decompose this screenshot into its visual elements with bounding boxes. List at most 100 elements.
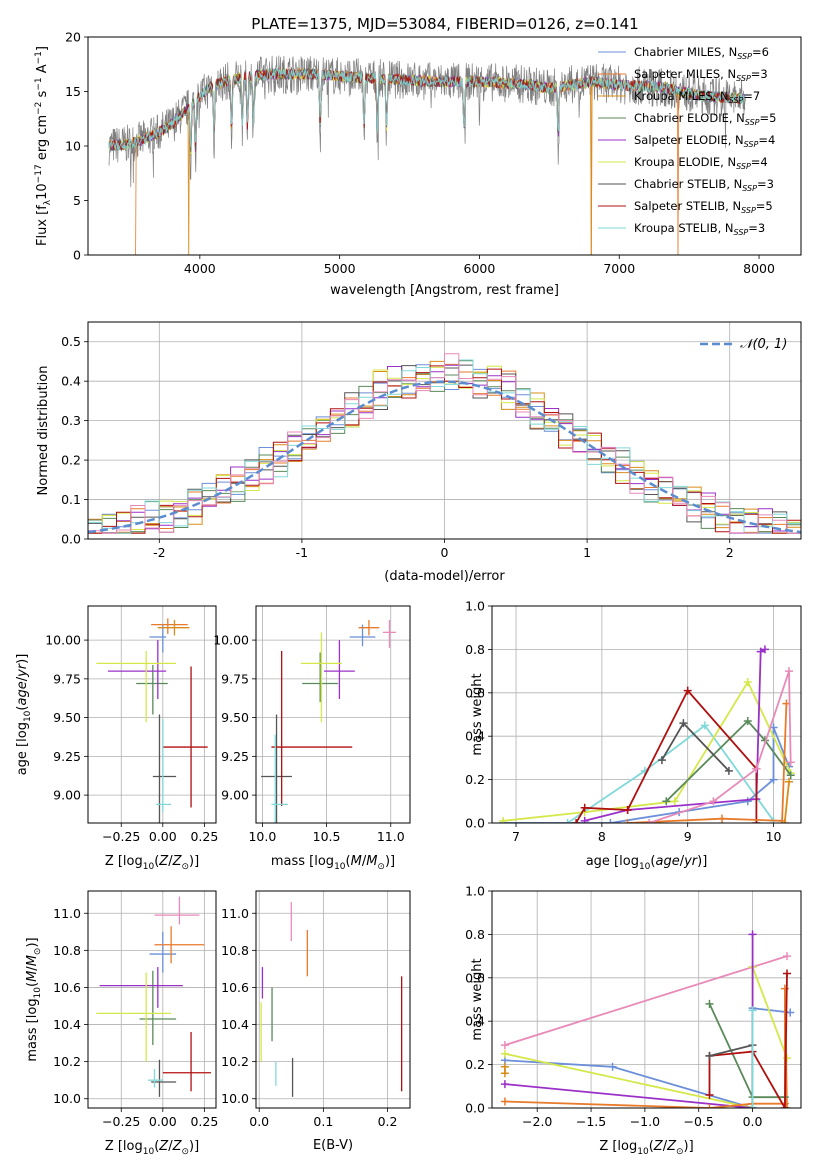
plus-marker xyxy=(748,1104,757,1108)
weight-line xyxy=(504,1007,791,1108)
histogram-pink xyxy=(88,353,801,534)
x-tick-label: −1.5 xyxy=(576,1114,606,1129)
legend-label: Salpeter MILES, NSSP=3 xyxy=(634,67,768,83)
plus-marker xyxy=(709,797,718,806)
x-tick-label: −0.25 xyxy=(102,1114,140,1129)
x-tick-label: −0.5 xyxy=(684,1114,714,1129)
x-tick-label: −1.0 xyxy=(630,1114,660,1129)
x-tick-label: 0.25 xyxy=(190,829,218,844)
y-tick-label: 0.2 xyxy=(465,772,485,787)
plus-marker xyxy=(670,797,679,806)
y-tick-label: 10 xyxy=(65,139,81,154)
y-tick-label: 10.8 xyxy=(221,943,249,958)
y-tick-label: 10.2 xyxy=(221,1054,249,1069)
plus-marker xyxy=(783,952,792,961)
x-tick-label: 5000 xyxy=(324,261,356,276)
y-tick-label: 10.0 xyxy=(53,1091,81,1106)
mass-vs-metallicity-panel: −0.25 0.00 0.25 10.0 10.2 10.4 10.6 10.8 11.0 Z [… xyxy=(25,890,218,1157)
x-tick-label: 6000 xyxy=(464,261,496,276)
plus-marker xyxy=(743,717,752,726)
axes-frame xyxy=(255,605,411,824)
legend-label: Chabrier MILES, NSSP=6 xyxy=(634,45,769,61)
y-tick-label: 9.75 xyxy=(53,671,81,686)
axes-frame xyxy=(87,321,802,540)
x-tick-label: 10 xyxy=(766,829,782,844)
y-tick-label: 10.00 xyxy=(213,633,249,648)
spectrum-panel: 4000 5000 6000 7000 8000 0 5 10 15 20 wavelength [… xyxy=(34,30,802,298)
plot-area xyxy=(500,930,795,1108)
legend-label: Kroupa STELIB, NSSP=3 xyxy=(634,221,765,237)
plus-marker xyxy=(500,1041,509,1050)
y-tick-label: 0.3 xyxy=(61,413,81,428)
normal-reference-curve xyxy=(88,380,801,534)
y-tick-label: 0.0 xyxy=(61,532,81,547)
y-axis-label: mass weight xyxy=(470,673,485,755)
plus-marker xyxy=(743,677,752,686)
plus-marker xyxy=(752,764,761,773)
x-axis-label: (data-model)/error xyxy=(384,569,505,584)
y-tick-label: 0.0 xyxy=(465,816,485,831)
weight-line xyxy=(665,719,792,802)
y-tick-label: 10.0 xyxy=(221,1091,249,1106)
axes-frame xyxy=(87,890,217,1109)
x-tick-label: 0.0 xyxy=(743,1114,763,1129)
plus-marker xyxy=(786,771,795,780)
plus-marker xyxy=(784,667,793,676)
plus-marker xyxy=(748,1006,757,1015)
legend-label: Kroupa MILES, NSSP=7 xyxy=(634,89,760,105)
x-tick-label: -2 xyxy=(153,545,165,560)
plus-marker xyxy=(645,819,654,823)
plot-area xyxy=(261,619,396,823)
y-tick-label: 0.6 xyxy=(465,970,485,985)
x-tick-label: 7 xyxy=(512,829,520,844)
mass-weight-vs-age-panel: 7 8 9 10 0.0 0.2 0.4 0.6 0.8 1.0 mass weight age [l… xyxy=(465,599,802,872)
y-tick-label: 10.6 xyxy=(53,980,81,995)
x-tick-label: 2 xyxy=(726,545,734,560)
y-tick-label: 0.1 xyxy=(61,492,81,507)
plot-area xyxy=(96,896,212,1097)
plus-marker xyxy=(580,803,589,812)
legend: Chabrier MILES, NSSP=6 Salpeter MILES, NS… xyxy=(598,45,776,237)
y-tick-label: 0 xyxy=(73,248,81,263)
axes-frame xyxy=(255,890,411,1109)
plus-marker xyxy=(786,1008,795,1017)
y-tick-label: 1.0 xyxy=(465,599,485,614)
plus-marker xyxy=(683,686,692,695)
axes-frame xyxy=(491,890,802,1109)
legend-label: Chabrier ELODIE, NSSP=5 xyxy=(634,111,776,127)
plus-marker xyxy=(780,1104,789,1108)
x-tick-label: -1 xyxy=(296,545,308,560)
y-tick-label: 0.8 xyxy=(465,927,485,942)
y-tick-label: 9.00 xyxy=(53,788,81,803)
y-tick-label: 5 xyxy=(73,193,81,208)
y-tick-label: 9.50 xyxy=(221,710,249,725)
plot-area xyxy=(260,902,403,1097)
y-tick-label: 11.0 xyxy=(53,906,81,921)
legend-label: Salpeter STELIB, NSSP=5 xyxy=(634,199,773,215)
plus-marker xyxy=(743,797,752,806)
x-tick-label: 10.5 xyxy=(313,829,341,844)
x-axis-label: E(B-V) xyxy=(313,1138,353,1153)
x-tick-label: 0.0 xyxy=(249,1114,269,1129)
y-tick-label: 0.4 xyxy=(465,729,485,744)
y-tick-label: 9.50 xyxy=(53,710,81,725)
plus-marker xyxy=(572,819,581,823)
x-tick-label: −2.0 xyxy=(522,1114,552,1129)
weight-line xyxy=(783,781,790,823)
age-vs-metallicity-panel: −0.25 0.00 0.25 9.00 9.25 9.50 9.75 10.00 Z [log… xyxy=(15,605,218,872)
legend-label: Chabrier STELIB, NSSP=3 xyxy=(634,177,774,193)
plus-marker xyxy=(718,814,727,823)
y-tick-label: 10.4 xyxy=(53,1017,81,1032)
y-tick-label: 9.75 xyxy=(221,671,249,686)
y-tick-label: 9.25 xyxy=(221,749,249,764)
y-tick-label: 10.6 xyxy=(221,980,249,995)
plus-marker xyxy=(760,645,769,654)
plus-marker xyxy=(623,819,632,823)
x-tick-label: −0.25 xyxy=(102,829,140,844)
y-tick-label: 10.4 xyxy=(221,1017,249,1032)
plus-marker xyxy=(500,1049,509,1058)
chart-title: PLATE=1375, MJD=53084, FIBERID=0126, z=0… xyxy=(251,15,638,33)
plus-marker xyxy=(705,999,714,1008)
plot-area xyxy=(96,618,208,823)
plus-marker xyxy=(705,1090,714,1099)
